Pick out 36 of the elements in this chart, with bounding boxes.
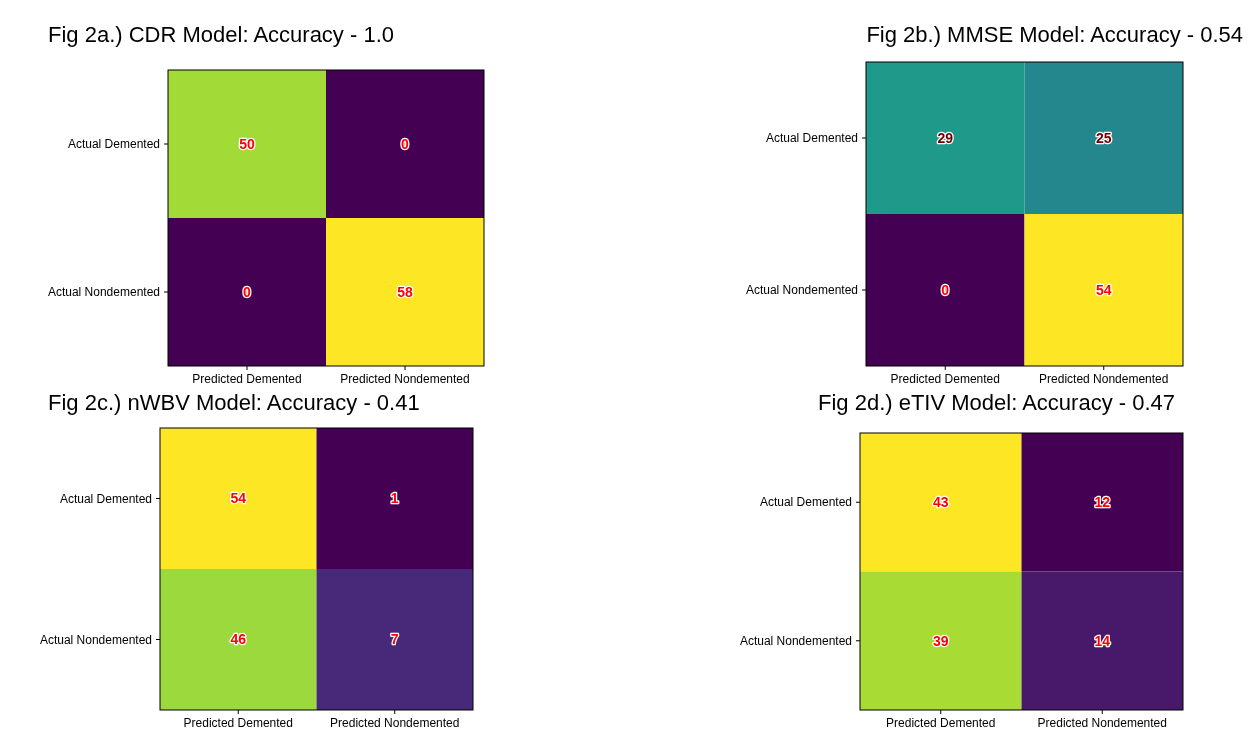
data-label: 0: [941, 281, 950, 298]
y-tick-label: Actual Demented: [59, 491, 152, 506]
y-tick-label: Actual Nondemented: [739, 633, 852, 648]
x-tick-label: Predicted Demented: [890, 372, 1000, 386]
data-label: 0: [401, 135, 410, 152]
chart-title: Fig 2d.) eTIV Model: Accuracy - 0.47: [818, 390, 1176, 415]
chart-title: Fig 2a.) CDR Model: Accuracy - 1.0: [48, 22, 395, 47]
data-label: 54: [230, 490, 247, 507]
data-label: 29: [937, 129, 954, 146]
data-label: 58: [397, 283, 413, 300]
x-tick-label: Predicted Nondemented: [330, 716, 460, 730]
y-tick-label: Actual Demented: [759, 495, 852, 510]
data-label: 14: [1094, 632, 1111, 649]
y-tick-label: Actual Nondemented: [47, 285, 160, 300]
y-tick-label: Actual Nondemented: [745, 283, 858, 298]
x-tick-label: Predicted Demented: [183, 716, 293, 730]
chart-title: Fig 2b.) MMSE Model: Accuracy - 0.54: [866, 22, 1243, 47]
y-tick-label: Actual Nondemented: [39, 632, 152, 647]
x-tick-label: Predicted Nondemented: [1037, 716, 1167, 730]
data-label: 43: [932, 494, 949, 511]
y-tick-label: Actual Demented: [765, 131, 858, 146]
x-tick-label: Predicted Nondemented: [1039, 372, 1169, 386]
data-label: 54: [1095, 281, 1112, 298]
x-tick-label: Predicted Demented: [886, 716, 996, 730]
x-tick-label: Predicted Demented: [192, 372, 302, 386]
data-label: 7: [390, 631, 399, 648]
data-label: 12: [1094, 494, 1111, 511]
data-label: 46: [230, 631, 247, 648]
data-label: 25: [1095, 129, 1112, 146]
data-label: 1: [390, 490, 399, 507]
data-label: 0: [243, 283, 252, 300]
y-tick-label: Actual Demented: [67, 137, 160, 152]
data-label: 39: [932, 632, 949, 649]
data-label: 50: [239, 135, 255, 152]
x-tick-label: Predicted Nondemented: [340, 372, 470, 386]
chart-title: Fig 2c.) nWBV Model: Accuracy - 0.41: [48, 390, 420, 415]
